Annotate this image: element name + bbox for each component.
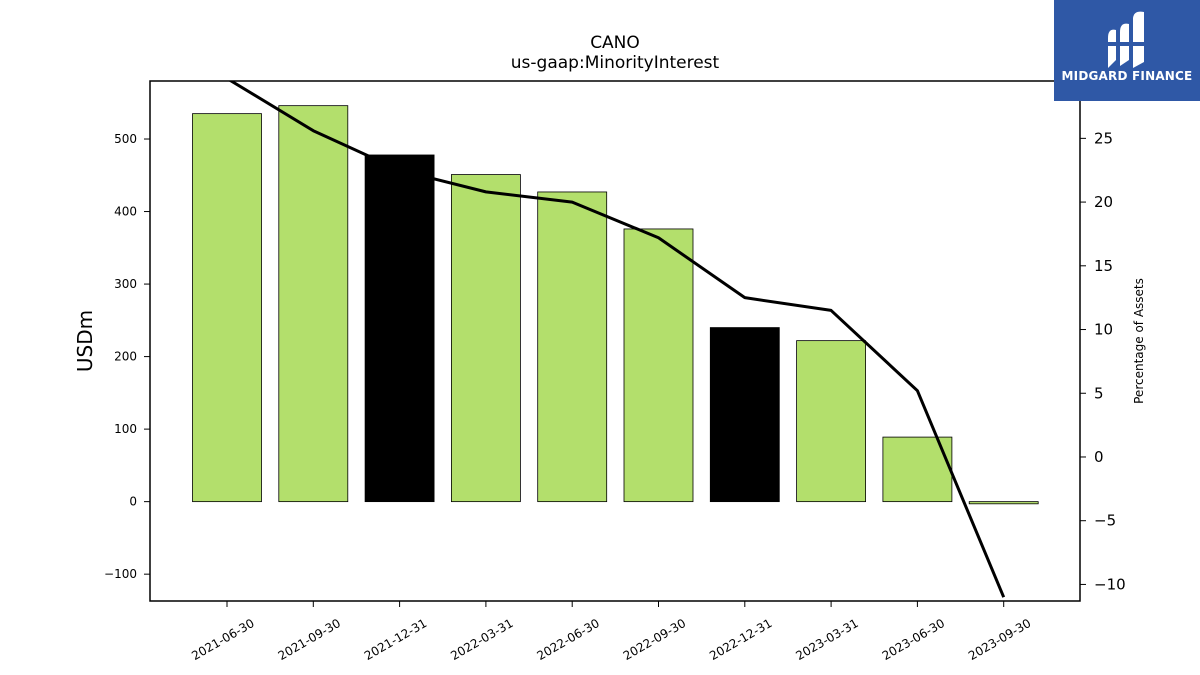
brand-logo: MIDGARD FINANCE	[1054, 0, 1200, 101]
bar-2021-12-31	[364, 154, 435, 503]
y2-tick-label: 0	[1094, 448, 1104, 466]
x-tick-label: 2021-06-30	[189, 616, 256, 663]
y2-tick-label: 10	[1094, 321, 1113, 339]
bars-group	[192, 105, 1039, 505]
x-tick-label: 2022-12-31	[707, 616, 774, 663]
logo-text: MIDGARD FINANCE	[1061, 69, 1193, 83]
bar-2023-09-30	[968, 501, 1039, 505]
chart-title: CANO	[590, 33, 640, 53]
y-ticks-group: −100 0 100 200 300 400 500	[104, 132, 150, 581]
y-tick-label: 400	[114, 205, 137, 219]
x-tick-label: 2021-09-30	[276, 616, 343, 663]
y2-ticks-group: −10 −5 0 5 10 15 20 25	[1080, 129, 1126, 593]
x-tick-label: 2022-06-30	[534, 616, 601, 663]
x-tick-label: 2022-03-31	[448, 616, 515, 663]
y2-tick-label: 20	[1094, 193, 1113, 211]
bar-2022-03-31	[450, 174, 521, 503]
x-tick-label: 2023-06-30	[880, 616, 947, 663]
bar-2021-06-30	[192, 113, 262, 503]
y2-tick-label: 5	[1094, 384, 1104, 402]
y2-tick-label: 15	[1094, 257, 1113, 275]
percentage-line	[228, 81, 1006, 598]
y2-axis-label: Percentage of Assets	[1132, 278, 1146, 404]
y2-tick-label: −5	[1094, 512, 1116, 530]
bar-2022-12-31	[709, 327, 780, 503]
bar-2023-03-31	[796, 340, 866, 503]
y-tick-label: 100	[114, 422, 137, 436]
bar-2022-06-30	[537, 191, 608, 503]
y2-tick-label: −10	[1094, 575, 1126, 593]
x-tick-label: 2021-12-31	[362, 616, 429, 663]
y-tick-label: 0	[129, 495, 137, 509]
y-tick-label: 200	[114, 350, 137, 364]
x-tick-label: 2023-03-31	[793, 616, 860, 663]
y-axis-label: USDm	[73, 310, 97, 372]
x-tick-label: 2023-09-30	[966, 616, 1033, 663]
y-tick-label: 500	[114, 132, 137, 146]
chart-subtitle: us-gaap:MinorityInterest	[511, 53, 720, 73]
y-tick-label: 300	[114, 277, 137, 291]
bar-2022-09-30	[623, 228, 694, 503]
line-layer	[228, 81, 1006, 598]
y-tick-label: −100	[104, 567, 137, 581]
bar-2021-09-30	[278, 105, 349, 503]
y2-tick-label: 25	[1094, 129, 1113, 147]
plot-frame	[149, 80, 1081, 602]
x-tick-label: 2022-09-30	[621, 616, 688, 663]
x-ticks-group: 2021-06-30 2021-09-30 2021-12-31 2022-03-31…	[189, 601, 1033, 663]
logo-mark-icon	[1108, 11, 1144, 69]
